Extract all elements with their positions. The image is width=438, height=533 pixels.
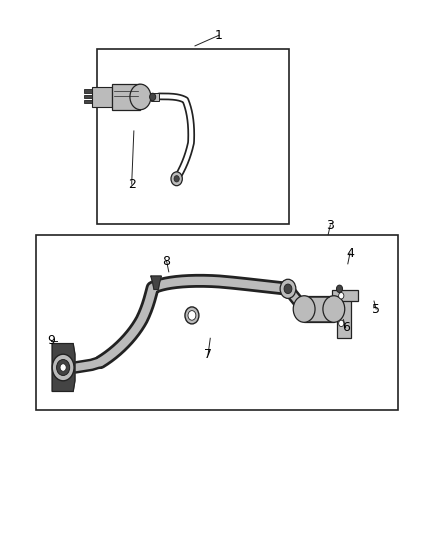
Text: 1: 1 (215, 29, 223, 42)
Circle shape (60, 364, 66, 371)
Text: 4: 4 (346, 247, 354, 260)
Bar (84, 100, 92, 103)
Circle shape (174, 175, 179, 182)
Text: 2: 2 (128, 177, 136, 191)
Bar (337, 296, 351, 338)
Circle shape (284, 284, 292, 294)
Circle shape (188, 311, 196, 320)
Circle shape (52, 354, 74, 381)
Bar (112, 84, 141, 110)
Text: 8: 8 (162, 255, 171, 268)
Circle shape (130, 84, 151, 110)
Bar (97, 49, 289, 224)
Text: 9: 9 (47, 334, 55, 348)
Polygon shape (52, 344, 75, 391)
Circle shape (150, 93, 155, 101)
Text: 5: 5 (372, 303, 380, 316)
Circle shape (185, 307, 199, 324)
Polygon shape (151, 276, 161, 289)
Bar (84, 90, 92, 93)
Circle shape (293, 296, 315, 322)
Circle shape (280, 279, 296, 298)
Text: 3: 3 (326, 219, 334, 231)
Bar (332, 290, 358, 301)
Text: 7: 7 (204, 348, 212, 361)
Circle shape (339, 293, 344, 299)
Bar (151, 93, 159, 101)
Circle shape (336, 285, 343, 293)
Text: 6: 6 (342, 321, 350, 334)
Circle shape (323, 296, 345, 322)
Bar (304, 296, 334, 322)
Bar (84, 95, 92, 98)
Bar (92, 87, 112, 107)
Circle shape (171, 172, 182, 185)
Circle shape (57, 360, 70, 375)
Circle shape (339, 320, 344, 327)
Bar (35, 235, 398, 410)
